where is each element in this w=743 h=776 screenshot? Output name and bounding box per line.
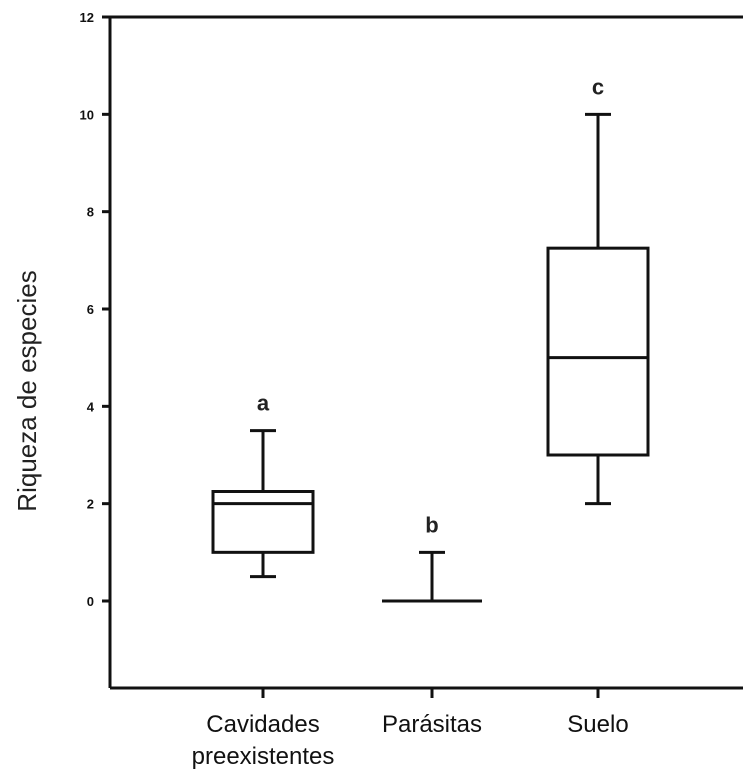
y-tick-label: 10: [80, 107, 94, 122]
y-tick-label: 8: [87, 205, 94, 220]
axes: 0 2 4 6 8 10 12: [80, 10, 743, 698]
boxes: a Cavidades preexistentes b Parásitas c Suelo: [192, 74, 650, 770]
y-tick-label: 6: [87, 302, 94, 317]
significance-letter: c: [592, 74, 604, 99]
significance-letter: b: [425, 512, 438, 537]
y-tick-label: 4: [87, 399, 95, 414]
significance-letter: a: [257, 391, 270, 416]
y-tick-label: 12: [80, 10, 94, 25]
x-category-label: Suelo: [567, 711, 628, 738]
x-category-label: Parásitas: [382, 711, 482, 738]
y-tick-label: 2: [87, 497, 94, 512]
box-group: c Suelo: [546, 74, 650, 738]
x-category-label: Cavidades preexistentes: [192, 711, 335, 770]
y-tick-label: 0: [87, 594, 94, 609]
iqr-box: [546, 246, 650, 457]
box-group: a Cavidades preexistentes: [192, 391, 335, 770]
box-group: b Parásitas: [382, 512, 482, 738]
iqr-box: [211, 490, 315, 554]
y-axis-label: Riqueza de especies: [12, 270, 42, 511]
